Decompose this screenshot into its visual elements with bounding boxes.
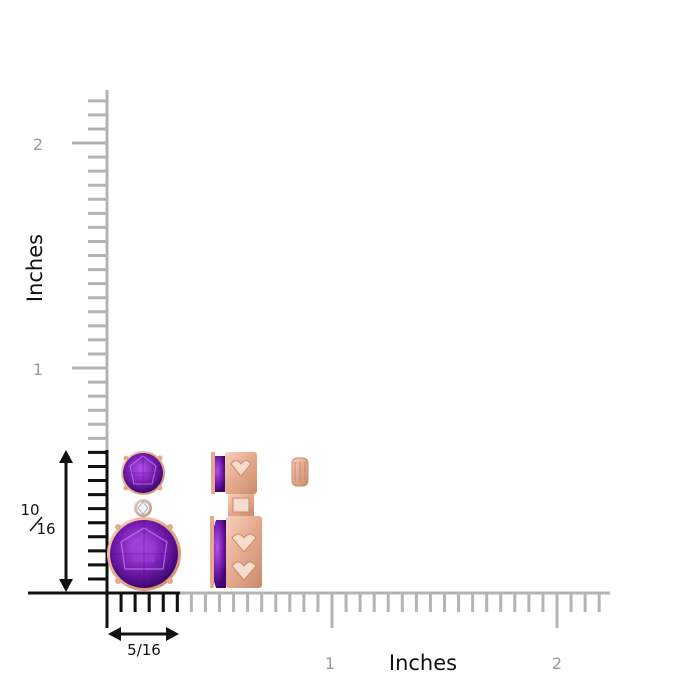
width-arrow bbox=[108, 627, 179, 641]
x-tick-label-2: 2 bbox=[552, 654, 562, 673]
black-ruler-vertical bbox=[88, 450, 107, 581]
diamond-accent bbox=[134, 499, 152, 517]
horizontal-ruler bbox=[119, 593, 601, 628]
x-axis-title: Inches bbox=[389, 651, 457, 675]
black-ruler-horizontal bbox=[119, 593, 179, 612]
height-arrow bbox=[59, 450, 73, 592]
y-tick-label-1: 1 bbox=[33, 360, 43, 379]
earring-side-view bbox=[210, 452, 330, 588]
height-measure-numerator: 10 bbox=[20, 501, 39, 519]
y-tick-label-2: 2 bbox=[33, 135, 43, 154]
screw-back bbox=[291, 457, 309, 487]
height-measure-denominator: 16 bbox=[36, 520, 55, 538]
height-measure-fraction-bar bbox=[29, 516, 43, 532]
large-amethyst-gem bbox=[107, 517, 181, 591]
y-axis-title: Inches bbox=[23, 234, 47, 302]
x-tick-label-1: 1 bbox=[325, 654, 335, 673]
width-measure-label: 5/16 bbox=[127, 641, 161, 659]
earring-front-view bbox=[107, 451, 181, 591]
small-amethyst-gem bbox=[121, 451, 165, 495]
